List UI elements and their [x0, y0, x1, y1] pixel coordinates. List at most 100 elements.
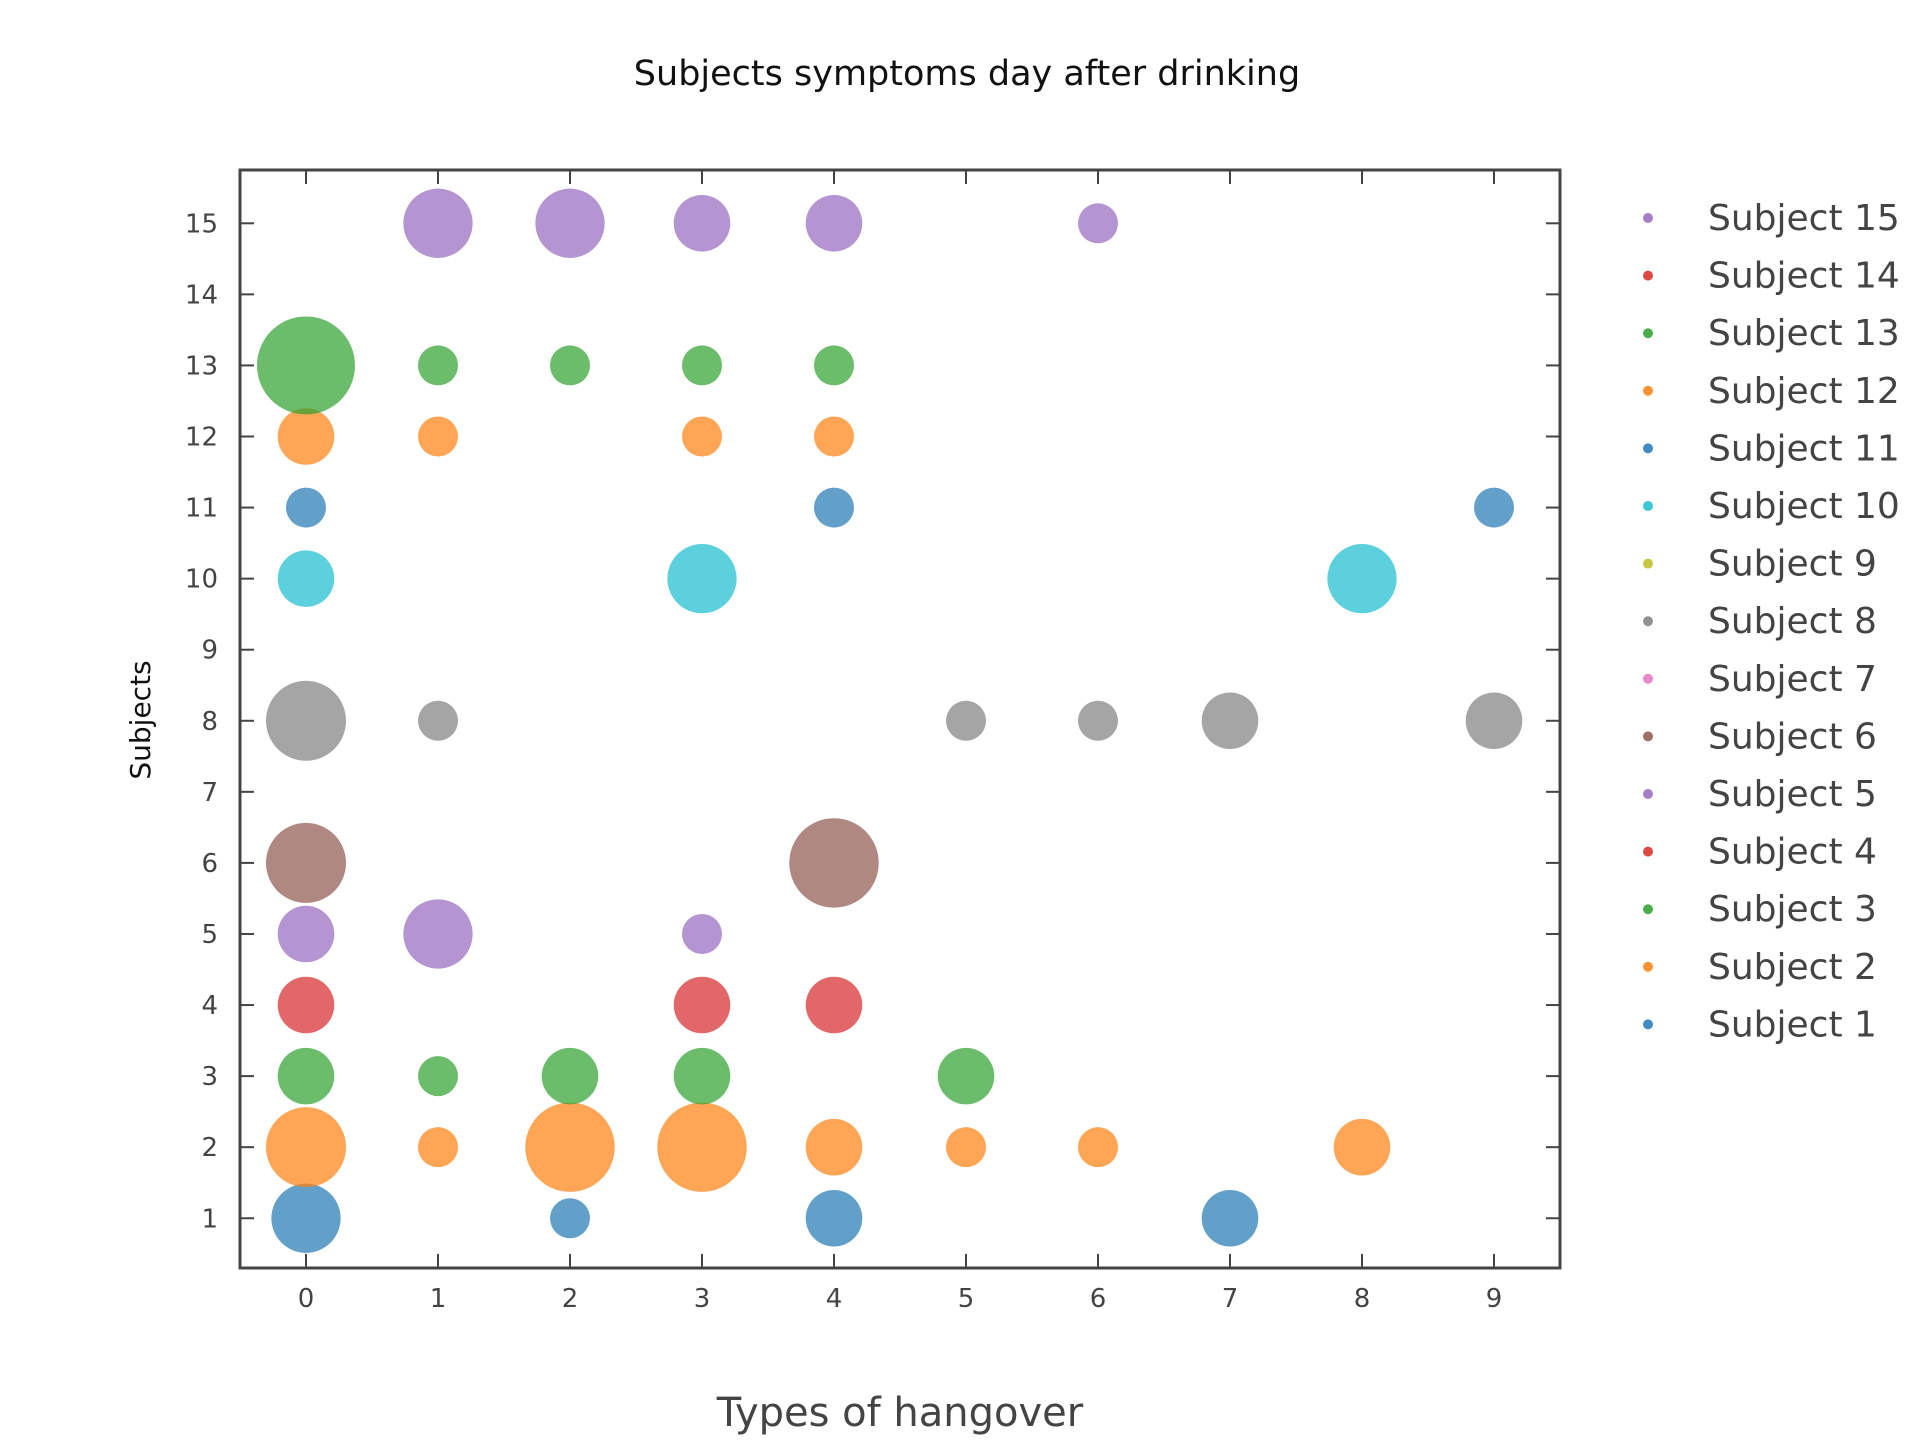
legend-item-subject-12: Subject 12 — [1643, 371, 1900, 412]
legend-label: Subject 5 — [1708, 774, 1877, 815]
legend-swatch — [1643, 385, 1653, 396]
bubble-subject-5-x3 — [682, 913, 722, 954]
bubble-subject-8-x1 — [418, 700, 458, 741]
legend-item-subject-15: Subject 15 — [1643, 198, 1900, 239]
legend-swatch — [1643, 443, 1653, 454]
legend-swatch — [1643, 1019, 1653, 1030]
bubble-subject-3-x5 — [937, 1047, 995, 1105]
plot-frame — [238, 168, 1562, 1270]
bubble-subject-13-x3 — [682, 345, 722, 386]
bubble-subject-15-x3 — [673, 195, 731, 252]
bubble-subject-12-x3 — [682, 416, 722, 457]
x-tick-label: 4 — [826, 1284, 843, 1314]
legend-label: Subject 8 — [1708, 601, 1877, 642]
bubble-subject-3-x3 — [673, 1047, 731, 1105]
bubble-subject-12-x0 — [277, 408, 335, 465]
bubble-subject-4-x4 — [805, 976, 863, 1034]
bubble-subject-15-x2 — [535, 188, 605, 258]
bubble-subject-1-x4 — [805, 1189, 863, 1247]
y-tick-label: 5 — [201, 920, 218, 950]
legend-swatch — [1643, 904, 1653, 915]
bubble-subject-8-x7 — [1201, 692, 1259, 750]
legend-swatch — [1643, 328, 1653, 339]
legend-label: Subject 15 — [1708, 198, 1900, 239]
x-tick-label: 2 — [562, 1284, 579, 1314]
bubble-subject-2-x4 — [805, 1118, 863, 1176]
legend-item-subject-8: Subject 8 — [1643, 601, 1877, 642]
bubble-subject-3-x0 — [277, 1047, 335, 1105]
plot-markers — [257, 188, 1523, 1253]
bubble-subject-13-x4 — [814, 345, 854, 386]
bubble-subject-10-x0 — [277, 550, 335, 607]
x-tick-label: 3 — [694, 1284, 711, 1314]
bubble-subject-6-x4 — [789, 818, 879, 908]
bubble-subject-1-x2 — [550, 1198, 590, 1239]
legend-label: Subject 12 — [1708, 371, 1900, 412]
y-tick-label: 3 — [201, 1062, 218, 1092]
legend-item-subject-14: Subject 14 — [1643, 256, 1900, 297]
legend-label: Subject 4 — [1708, 832, 1877, 873]
x-tick-label: 5 — [958, 1284, 975, 1314]
bubble-subject-3-x2 — [541, 1047, 599, 1105]
x-axis-title: Types of hangover — [716, 1390, 1084, 1436]
legend-item-subject-2: Subject 2 — [1643, 947, 1877, 988]
legend-label: Subject 6 — [1708, 716, 1877, 757]
legend-label: Subject 7 — [1708, 659, 1877, 700]
bubble-subject-8-x6 — [1078, 700, 1118, 741]
y-tick-label: 12 — [185, 423, 218, 453]
bubble-subject-2-x6 — [1078, 1127, 1118, 1168]
bubble-subject-13-x0 — [257, 316, 355, 415]
bubble-subject-12-x1 — [418, 416, 458, 457]
bubble-subject-2-x2 — [525, 1102, 615, 1192]
legend-item-subject-3: Subject 3 — [1643, 889, 1877, 930]
y-tick-label: 10 — [185, 565, 218, 595]
y-axis-title: Subjects — [124, 660, 157, 779]
x-tick-label: 0 — [298, 1284, 315, 1314]
x-tick-label: 8 — [1354, 1284, 1371, 1314]
bubble-subject-15-x6 — [1078, 203, 1118, 244]
bubble-subject-8-x9 — [1465, 692, 1523, 750]
legend: Subject 15 Subject 14 Subject 13 Subject 12… — [1643, 198, 1900, 1045]
bubble-subject-11-x4 — [814, 487, 854, 528]
bubble-subject-5-x1 — [403, 899, 473, 969]
legend-swatch — [1643, 789, 1653, 799]
legend-label: Subject 1 — [1708, 1004, 1877, 1045]
bubble-subject-13-x2 — [550, 345, 590, 386]
legend-item-subject-6: Subject 6 — [1643, 716, 1877, 757]
legend-swatch — [1643, 501, 1653, 511]
legend-swatch — [1643, 731, 1653, 742]
bubble-subject-2-x1 — [418, 1127, 458, 1168]
bubble-subject-10-x8 — [1327, 543, 1397, 614]
legend-item-subject-5: Subject 5 — [1643, 774, 1877, 815]
x-tick-label: 6 — [1090, 1284, 1107, 1314]
legend-item-subject-1: Subject 1 — [1643, 1004, 1877, 1045]
legend-item-subject-10: Subject 10 — [1643, 486, 1900, 527]
legend-item-subject-11: Subject 11 — [1643, 428, 1900, 469]
y-tick-label: 6 — [201, 849, 218, 879]
y-tick-label: 4 — [201, 991, 218, 1021]
bubble-subject-4-x3 — [673, 976, 731, 1034]
y-tick-label: 7 — [201, 778, 218, 808]
y-tick-label: 1 — [201, 1204, 218, 1234]
bubble-subject-12-x4 — [814, 416, 854, 457]
legend-label: Subject 11 — [1708, 428, 1900, 469]
bubble-subject-15-x1 — [403, 188, 473, 258]
y-tick-label: 9 — [201, 636, 218, 666]
legend-label: Subject 2 — [1708, 947, 1877, 988]
bubble-subject-3-x1 — [418, 1056, 458, 1097]
bubble-subject-10-x3 — [667, 543, 737, 614]
x-tick-label: 9 — [1486, 1284, 1503, 1314]
legend-label: Subject 9 — [1708, 544, 1877, 585]
legend-swatch — [1643, 673, 1653, 684]
legend-swatch — [1643, 558, 1653, 569]
y-tick-label: 11 — [185, 494, 218, 524]
y-tick-label: 13 — [185, 351, 218, 381]
legend-item-subject-4: Subject 4 — [1643, 832, 1877, 873]
chart-title: Subjects symptoms day after drinking — [634, 54, 1300, 94]
legend-swatch — [1643, 270, 1653, 281]
bubble-subject-2-x8 — [1333, 1118, 1391, 1176]
y-tick-label: 15 — [185, 209, 218, 239]
bubble-subject-4-x0 — [277, 976, 335, 1034]
